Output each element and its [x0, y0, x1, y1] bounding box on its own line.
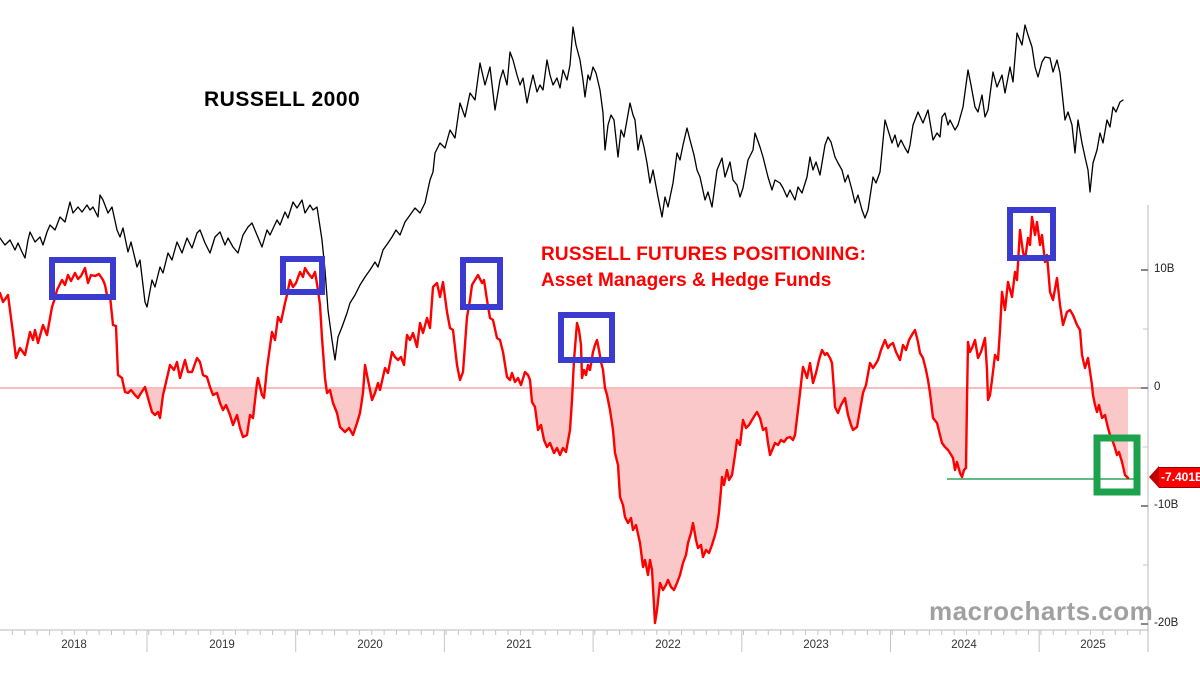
highlight-box-4	[558, 312, 615, 363]
x-axis-label-2024: 2024	[951, 639, 977, 651]
positioning-title-line1: RUSSELL FUTURES POSITIONING:	[541, 244, 867, 265]
highlight-box-2	[280, 256, 325, 295]
negative-positioning-fill	[0, 388, 1128, 623]
x-axis-label-2018: 2018	[61, 639, 87, 651]
positioning-line	[0, 215, 1130, 625]
current-low-box	[1093, 434, 1141, 496]
badge-value: -7.401B	[1159, 466, 1200, 488]
x-axis-label-2019: 2019	[209, 639, 235, 651]
x-axis-label-2025: 2025	[1080, 639, 1106, 651]
y-axis-label-10B: 10B	[1154, 263, 1175, 275]
price-series-title: RUSSELL 2000	[204, 88, 361, 111]
highlight-box-3	[460, 257, 503, 310]
x-axis-label-2023: 2023	[803, 639, 829, 651]
x-axis-label-2020: 2020	[357, 639, 383, 651]
y-axis-label--10B: -10B	[1154, 499, 1179, 511]
highlight-box-1	[49, 257, 116, 300]
price-line	[0, 24, 1124, 361]
last-value-badge: -7.401B	[1149, 466, 1200, 488]
y-axis-label--20B: -20B	[1154, 617, 1179, 629]
highlight-box-5	[1007, 207, 1056, 261]
watermark: macrocharts.com	[929, 596, 1154, 626]
x-axis-label-2021: 2021	[506, 639, 532, 651]
badge-arrow-icon	[1149, 466, 1159, 488]
x-axis-label-2022: 2022	[655, 639, 681, 651]
y-axis-label-0: 0	[1154, 381, 1161, 393]
positioning-title-line2: Asset Managers & Hedge Funds	[541, 270, 832, 291]
